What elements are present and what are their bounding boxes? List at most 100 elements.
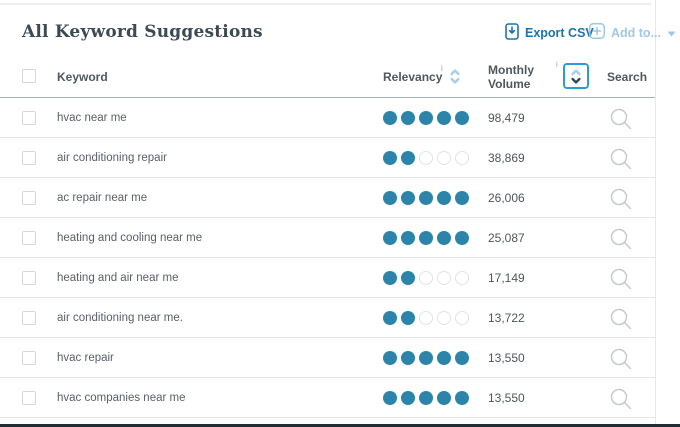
row-checkbox[interactable] [22, 111, 36, 125]
row-checkbox[interactable] [22, 151, 36, 165]
search-icon [610, 108, 632, 130]
relevancy-dot-filled [401, 111, 415, 125]
search-icon [610, 268, 632, 290]
relevancy-dot-filled [401, 151, 415, 165]
row-checkbox[interactable] [22, 391, 36, 405]
search-button[interactable] [608, 306, 634, 332]
keyword-cell: air conditioning near me. [57, 312, 183, 324]
search-button[interactable] [608, 146, 634, 172]
monthly-volume-cell: 13,550 [488, 351, 525, 365]
relevancy-dot-filled [401, 231, 415, 245]
relevancy-dot-filled [437, 231, 451, 245]
export-csv-label: Export CSV [525, 26, 594, 40]
add-to-button[interactable]: Add to... [589, 23, 676, 42]
relevancy-dot-empty [419, 151, 433, 165]
row-checkbox[interactable] [22, 271, 36, 285]
top-divider [0, 3, 651, 5]
keyword-cell: ac repair near me [57, 192, 148, 204]
relevancy-dot-empty [437, 151, 451, 165]
row-checkbox[interactable] [22, 231, 36, 245]
relevancy-dots [383, 151, 473, 165]
row-checkbox[interactable] [22, 191, 36, 205]
table-row: heating and cooling near me 25,087 [0, 218, 655, 258]
table-row: ac repair near me 26,006 [0, 178, 655, 218]
keyword-cell: hvac repair [57, 352, 114, 364]
table-row: air conditioning near me. 13,722 [0, 298, 655, 338]
plus-icon [589, 23, 605, 42]
column-header-search: Search [607, 70, 648, 84]
monthly-volume-cell: 13,722 [488, 311, 525, 325]
keyword-cell: hvac near me [57, 112, 127, 124]
relevancy-dot-filled [401, 271, 415, 285]
search-button[interactable] [608, 226, 634, 252]
export-download-icon [505, 23, 519, 43]
relevancy-dot-filled [437, 191, 451, 205]
search-icon [610, 348, 632, 370]
search-icon [610, 148, 632, 170]
relevancy-dot-filled [419, 191, 433, 205]
relevancy-sort-button[interactable] [448, 68, 462, 85]
sort-chevrons-icon [450, 69, 460, 84]
relevancy-dot-empty [419, 271, 433, 285]
relevancy-dots [383, 391, 473, 405]
relevancy-dot-filled [455, 351, 469, 365]
page-title: All Keyword Suggestions [22, 22, 263, 42]
relevancy-dot-filled [455, 231, 469, 245]
monthly-volume-cell: 17,149 [488, 271, 525, 285]
column-header-relevancy: Relevancy [383, 70, 443, 84]
relevancy-dot-empty [419, 311, 433, 325]
search-button[interactable] [608, 106, 634, 132]
relevancy-dots [383, 111, 473, 125]
keyword-cell: air conditioning repair [57, 152, 167, 164]
relevancy-dot-filled [419, 111, 433, 125]
relevancy-dot-empty [455, 271, 469, 285]
column-header-monthly-volume: Monthly Volume [488, 63, 534, 91]
search-button[interactable] [608, 186, 634, 212]
relevancy-dots [383, 271, 473, 285]
relevancy-dot-empty [455, 151, 469, 165]
column-header-keyword: Keyword [57, 70, 108, 84]
relevancy-dot-filled [437, 351, 451, 365]
relevancy-dots [383, 351, 473, 365]
keyword-cell: heating and cooling near me [57, 232, 203, 244]
search-button[interactable] [608, 386, 634, 412]
relevancy-dot-filled [383, 151, 397, 165]
table-row: hvac repair 13,550 [0, 338, 655, 378]
keyword-cell: hvac companies near me [57, 392, 186, 404]
relevancy-dot-filled [419, 231, 433, 245]
relevancy-dot-filled [383, 191, 397, 205]
relevancy-dot-empty [455, 311, 469, 325]
volume-sort-button[interactable] [563, 63, 589, 89]
table-row: air conditioning repair 38,869 [0, 138, 655, 178]
relevancy-info-icon[interactable]: i [441, 64, 443, 73]
sort-chevrons-active-icon [571, 68, 581, 84]
add-to-label: Add to... [611, 25, 661, 40]
table-row: hvac companies near me 13,550 [0, 378, 655, 418]
search-icon [610, 228, 632, 250]
relevancy-dot-filled [437, 391, 451, 405]
relevancy-dot-empty [437, 311, 451, 325]
relevancy-dot-filled [455, 191, 469, 205]
select-all-checkbox[interactable] [22, 69, 36, 83]
search-icon [610, 188, 632, 210]
monthly-volume-cell: 38,869 [488, 151, 525, 165]
export-csv-button[interactable]: Export CSV [505, 23, 594, 43]
volume-info-icon[interactable]: i [556, 60, 558, 69]
relevancy-dot-filled [383, 351, 397, 365]
relevancy-dot-filled [401, 311, 415, 325]
caret-down-icon [667, 26, 676, 40]
search-icon [610, 388, 632, 410]
relevancy-dot-empty [437, 271, 451, 285]
row-checkbox[interactable] [22, 311, 36, 325]
relevancy-dot-filled [419, 391, 433, 405]
relevancy-dots [383, 191, 473, 205]
row-checkbox[interactable] [22, 351, 36, 365]
search-icon [610, 308, 632, 330]
search-button[interactable] [608, 346, 634, 372]
keyword-cell: heating and air near me [57, 272, 179, 284]
monthly-volume-cell: 98,479 [488, 111, 525, 125]
relevancy-dots [383, 231, 473, 245]
relevancy-dot-filled [383, 271, 397, 285]
search-button[interactable] [608, 266, 634, 292]
